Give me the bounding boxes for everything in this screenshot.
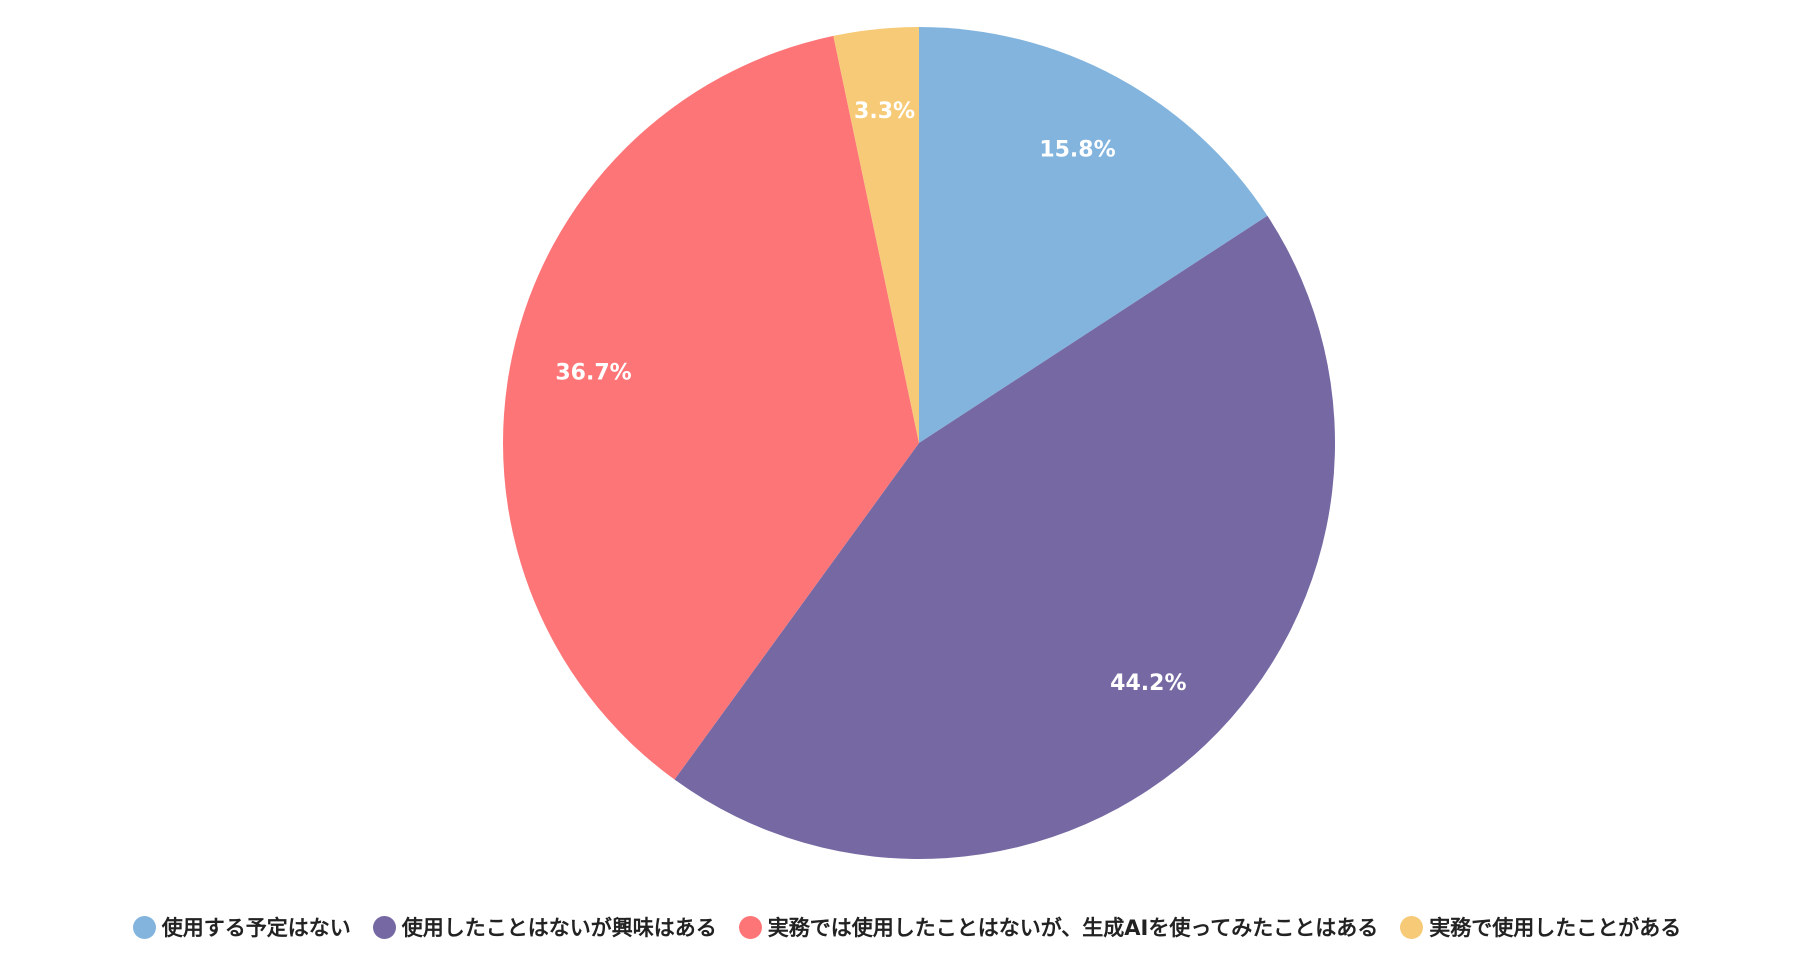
legend-label: 使用する予定はない [161, 916, 351, 940]
legend-swatch [372, 915, 396, 939]
legend-label: 実務で使用したことがある [1429, 916, 1682, 940]
chart: 15.8% 44.2% 36.7% 3.3% [503, 27, 1335, 859]
legend-item: 実務では使用したことはないが、生成AIを使ってみたことはある [738, 912, 1379, 942]
legend-label: 実務では使用したことはないが、生成AIを使ってみたことはある [767, 916, 1379, 940]
slice-label: 15.8% [1039, 137, 1115, 162]
legend-swatch [738, 915, 762, 939]
legend-swatch [1400, 915, 1424, 939]
legend-swatch [132, 915, 156, 939]
pie-slice [503, 35, 919, 780]
legend-item: 使用する予定はない [132, 912, 351, 942]
legend: 使用する予定はない 使用したことはないが興味はある 実務では使用したことはないが、生… [0, 912, 1814, 942]
legend-item: 実務で使用したことがある [1400, 912, 1681, 942]
slice-label: 36.7% [555, 360, 631, 385]
slice-label: 3.3% [854, 99, 915, 124]
slice-label: 44.2% [1110, 671, 1186, 696]
pie-slice [919, 27, 1268, 443]
legend-label: 使用したことはないが興味はある [401, 916, 717, 940]
pie-slice [674, 215, 1335, 859]
pie-slice [833, 27, 919, 443]
legend-item: 使用したことはないが興味はある [372, 912, 717, 942]
